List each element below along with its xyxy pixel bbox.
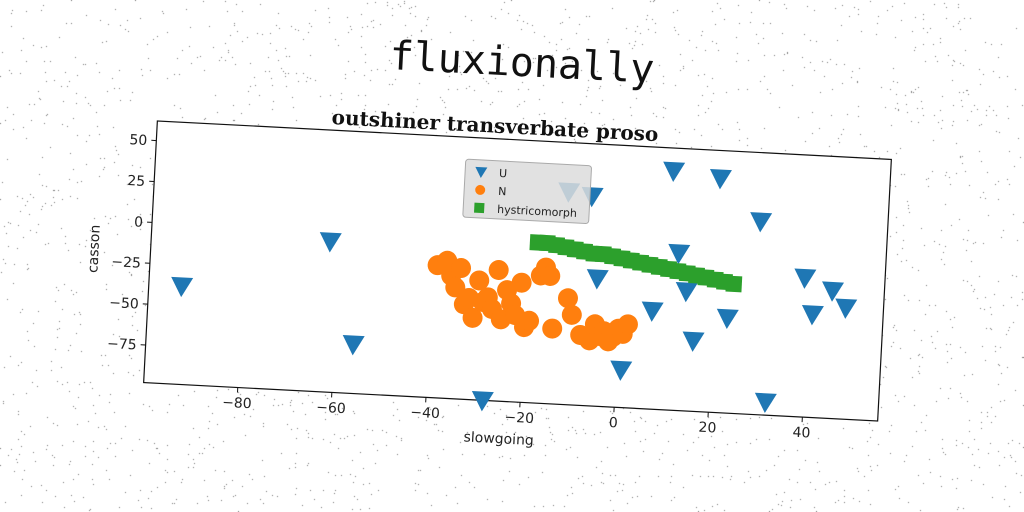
legend-marker-N — [475, 184, 486, 195]
point-U — [750, 212, 773, 233]
point-U — [610, 360, 633, 381]
point-U — [822, 281, 845, 302]
y-tick-label: 50 — [129, 132, 148, 149]
point-N — [542, 318, 563, 339]
series-N — [427, 250, 638, 352]
point-N — [561, 304, 582, 325]
point-U — [682, 331, 705, 352]
y-tick-label: 25 — [127, 173, 146, 190]
legend-box — [462, 158, 592, 225]
point-N — [617, 314, 638, 335]
point-U — [709, 168, 732, 190]
x-axis-label: slowgoing — [463, 429, 534, 449]
x-tick-label: −60 — [316, 400, 346, 418]
x-tick-label: −40 — [410, 405, 440, 423]
point-U — [171, 276, 194, 298]
point-U — [675, 281, 698, 303]
series-hystricomorph — [529, 234, 743, 293]
legend-marker-hystricomorph — [473, 202, 485, 214]
axes-frame — [143, 120, 892, 422]
point-N — [469, 270, 490, 291]
point-N — [557, 288, 578, 309]
point-N — [488, 260, 509, 281]
point-U — [794, 268, 817, 289]
y-tick-label: −25 — [111, 254, 141, 272]
chart-marks — [171, 161, 858, 414]
y-axis-label: casson — [85, 224, 104, 273]
point-U — [754, 392, 777, 414]
point-U — [835, 298, 858, 319]
y-ticks: 50 25 0 −25 −50 −75 — [107, 132, 157, 354]
point-U — [342, 335, 365, 356]
y-tick-label: −50 — [109, 295, 139, 313]
x-ticks: −80 −60 −40 −20 0 20 40 — [222, 387, 811, 442]
point-N — [445, 277, 466, 298]
point-U — [663, 161, 686, 182]
point-N — [519, 310, 540, 331]
point-U — [668, 243, 691, 265]
chart-rotated-group: outshiner transverbate proso −80 −60 −40 −2… — [85, 105, 892, 449]
point-N — [511, 272, 532, 293]
legend-marker-U — [475, 166, 488, 178]
x-tick-label: 20 — [698, 420, 717, 437]
y-tick-label: −75 — [107, 336, 137, 354]
point-U — [319, 232, 342, 253]
point-N — [451, 258, 472, 279]
x-tick-label: −20 — [504, 410, 534, 428]
legend-label-hystricomorph: hystricomorph — [497, 203, 577, 220]
x-tick-label: −80 — [222, 395, 252, 413]
point-U — [801, 304, 824, 326]
legend-label-N: N — [498, 185, 507, 198]
point-U — [716, 308, 739, 330]
point-hystricomorph — [725, 275, 743, 293]
legend-label-U: U — [499, 167, 508, 180]
point-U — [471, 390, 494, 412]
point-N — [462, 307, 483, 328]
x-tick-label: 0 — [608, 415, 618, 431]
point-U — [586, 269, 609, 290]
y-tick-label: 0 — [134, 214, 144, 230]
point-N — [540, 265, 561, 286]
point-U — [641, 301, 664, 322]
x-tick-label: 40 — [792, 425, 811, 442]
